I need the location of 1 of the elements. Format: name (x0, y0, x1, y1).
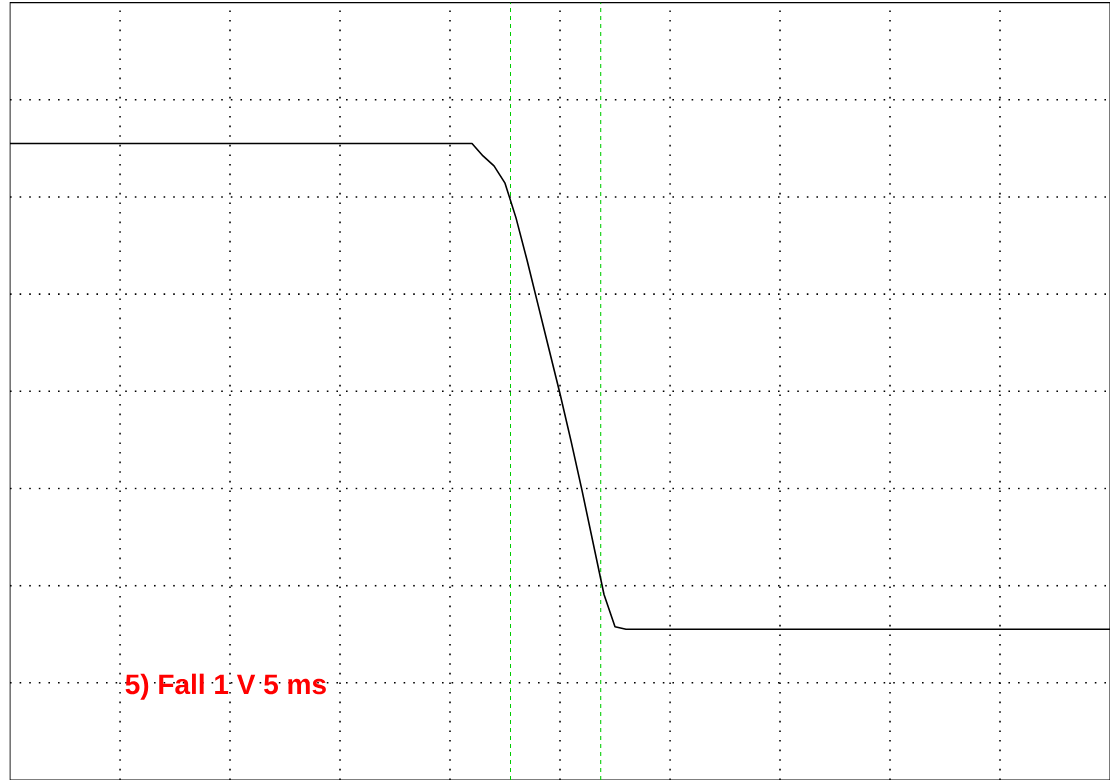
text: 5) Fall 1 V 5 ms (125, 673, 326, 700)
